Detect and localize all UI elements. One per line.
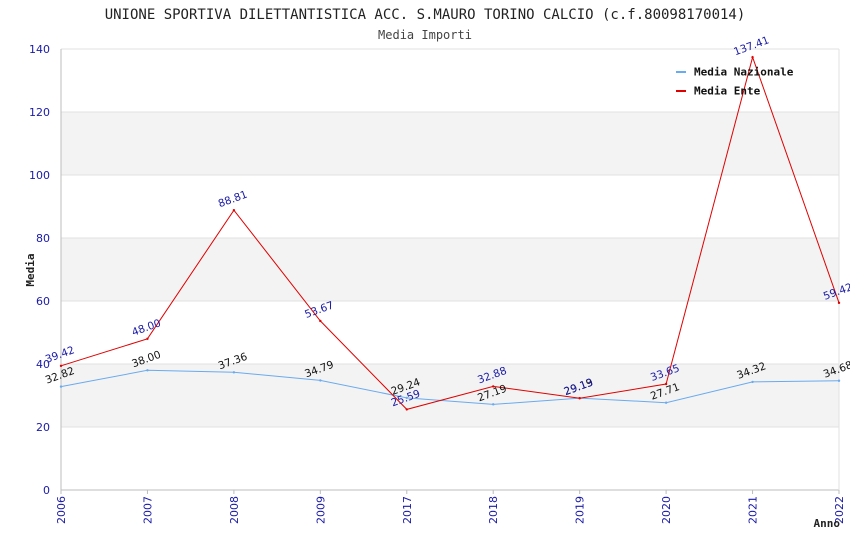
x-tick-label: 2021 — [747, 496, 760, 524]
data-point — [405, 396, 408, 400]
data-point — [319, 319, 322, 323]
x-tick-label: 2006 — [55, 496, 68, 524]
x-tick-label: 2017 — [401, 496, 414, 524]
data-point — [59, 385, 63, 388]
x-tick-label: 2009 — [314, 496, 327, 524]
y-tick-label: 140 — [29, 43, 50, 56]
data-point — [319, 379, 322, 382]
grid-band — [61, 112, 839, 175]
data-point — [751, 55, 754, 59]
data-point — [232, 371, 236, 374]
data-point — [837, 301, 841, 305]
grid-band — [61, 238, 839, 301]
x-tick-label: 2020 — [660, 496, 673, 524]
y-tick-label: 100 — [29, 169, 50, 182]
y-axis-label: Media — [24, 253, 37, 286]
data-point — [492, 385, 495, 388]
data-point — [492, 403, 495, 406]
x-tick-label: 2007 — [141, 496, 154, 524]
x-tick-label: 2008 — [228, 496, 241, 524]
legend-entry: Media Nazionale — [694, 66, 794, 79]
grid-band — [61, 364, 839, 427]
chart-subtitle: Media Importi — [378, 28, 472, 42]
y-tick-label: 20 — [36, 421, 50, 434]
data-point — [146, 369, 149, 372]
data-label: 88.81 — [217, 189, 249, 211]
data-point — [59, 364, 63, 368]
y-tick-label: 80 — [36, 232, 50, 245]
y-tick-label: 60 — [36, 295, 50, 308]
data-point — [751, 380, 754, 384]
data-point — [664, 401, 668, 404]
x-tick-label: 2022 — [833, 496, 846, 524]
data-point — [664, 382, 668, 386]
data-label: 53.67 — [303, 299, 335, 321]
y-tick-labels: 0 20 40 60 80 100 120 140 — [29, 43, 50, 497]
data-point — [146, 337, 149, 340]
x-tick-labels: 2006 2007 2008 2009 2017 2018 2019 2020 2021 2022 — [55, 490, 846, 524]
series-line — [60, 369, 840, 405]
axes — [60, 49, 840, 491]
x-tick-label: 2018 — [487, 496, 500, 524]
grid-lines — [61, 48, 839, 428]
y-tick-label: 120 — [29, 106, 50, 119]
data-point — [405, 408, 408, 411]
legend: Media Nazionale Media Ente — [676, 66, 794, 98]
series-line — [60, 55, 840, 410]
grid-bands — [61, 112, 839, 427]
x-axis-label: Anno — [814, 517, 841, 530]
y-tick-label: 40 — [36, 358, 50, 371]
data-label: 48.00 — [130, 317, 162, 339]
series-lines — [59, 55, 841, 411]
data-point — [578, 397, 581, 400]
y-tick-label: 0 — [43, 484, 50, 497]
legend-entry: Media Ente — [694, 85, 761, 98]
x-tick-label: 2019 — [574, 496, 587, 524]
data-point — [232, 209, 236, 212]
data-label: 137.41 — [732, 34, 771, 58]
chart-title: UNIONE SPORTIVA DILETTANTISTICA ACC. S.M… — [105, 7, 746, 23]
data-point — [837, 379, 841, 382]
